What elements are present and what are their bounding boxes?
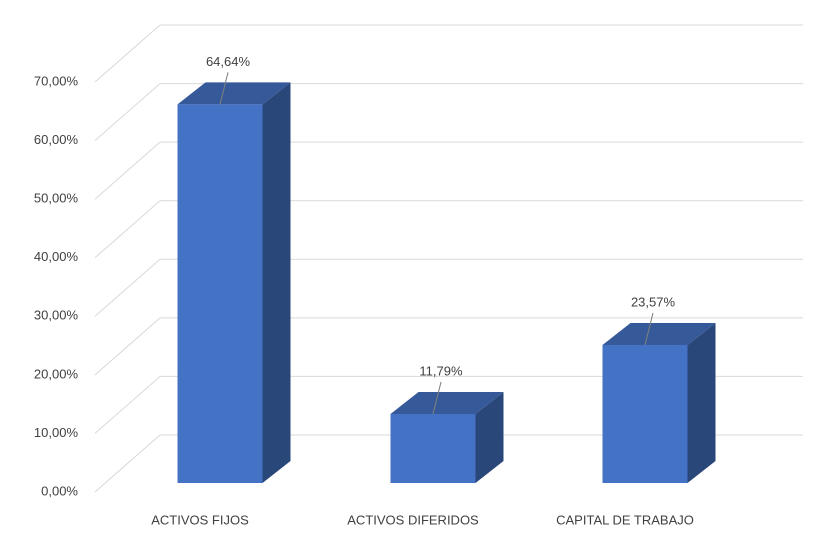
grid-line	[94, 200, 161, 259]
leader-line	[644, 312, 654, 346]
bar-top	[602, 322, 716, 345]
bar-top	[390, 391, 504, 414]
x-tick-label: CAPITAL DE TRABAJO	[556, 512, 694, 527]
x-tick-label: ACTIVOS FIJOS	[151, 512, 249, 527]
bar	[177, 104, 263, 483]
data-label: 23,57%	[631, 294, 676, 309]
data-label: 64,64%	[206, 54, 251, 69]
grid-line	[94, 141, 161, 200]
bar-top	[177, 82, 291, 105]
bar	[602, 344, 688, 483]
leader-line	[432, 381, 442, 415]
y-tick-label: 20,00%	[34, 366, 79, 381]
grid-line	[94, 376, 161, 434]
grid-line	[94, 258, 161, 317]
leader-line	[219, 72, 229, 105]
x-tick-label: ACTIVOS DIFERIDOS	[347, 512, 479, 527]
y-tick-label: 10,00%	[34, 425, 79, 440]
y-tick-label: 40,00%	[34, 249, 79, 264]
bar-side	[262, 82, 291, 483]
grid-line	[94, 24, 161, 83]
data-label: 11,79%	[419, 363, 463, 378]
y-tick-label: 30,00%	[34, 308, 79, 323]
y-tick-label: 60,00%	[34, 132, 79, 147]
bar	[390, 413, 476, 483]
y-tick-label: 0,00%	[41, 483, 78, 498]
grid-line	[94, 317, 161, 376]
bar-side	[687, 322, 716, 483]
grid-line	[94, 83, 161, 141]
y-tick-label: 50,00%	[34, 191, 79, 206]
bar-side	[475, 391, 504, 483]
grid-line	[94, 434, 161, 493]
y-tick-label: 70,00%	[34, 73, 79, 88]
